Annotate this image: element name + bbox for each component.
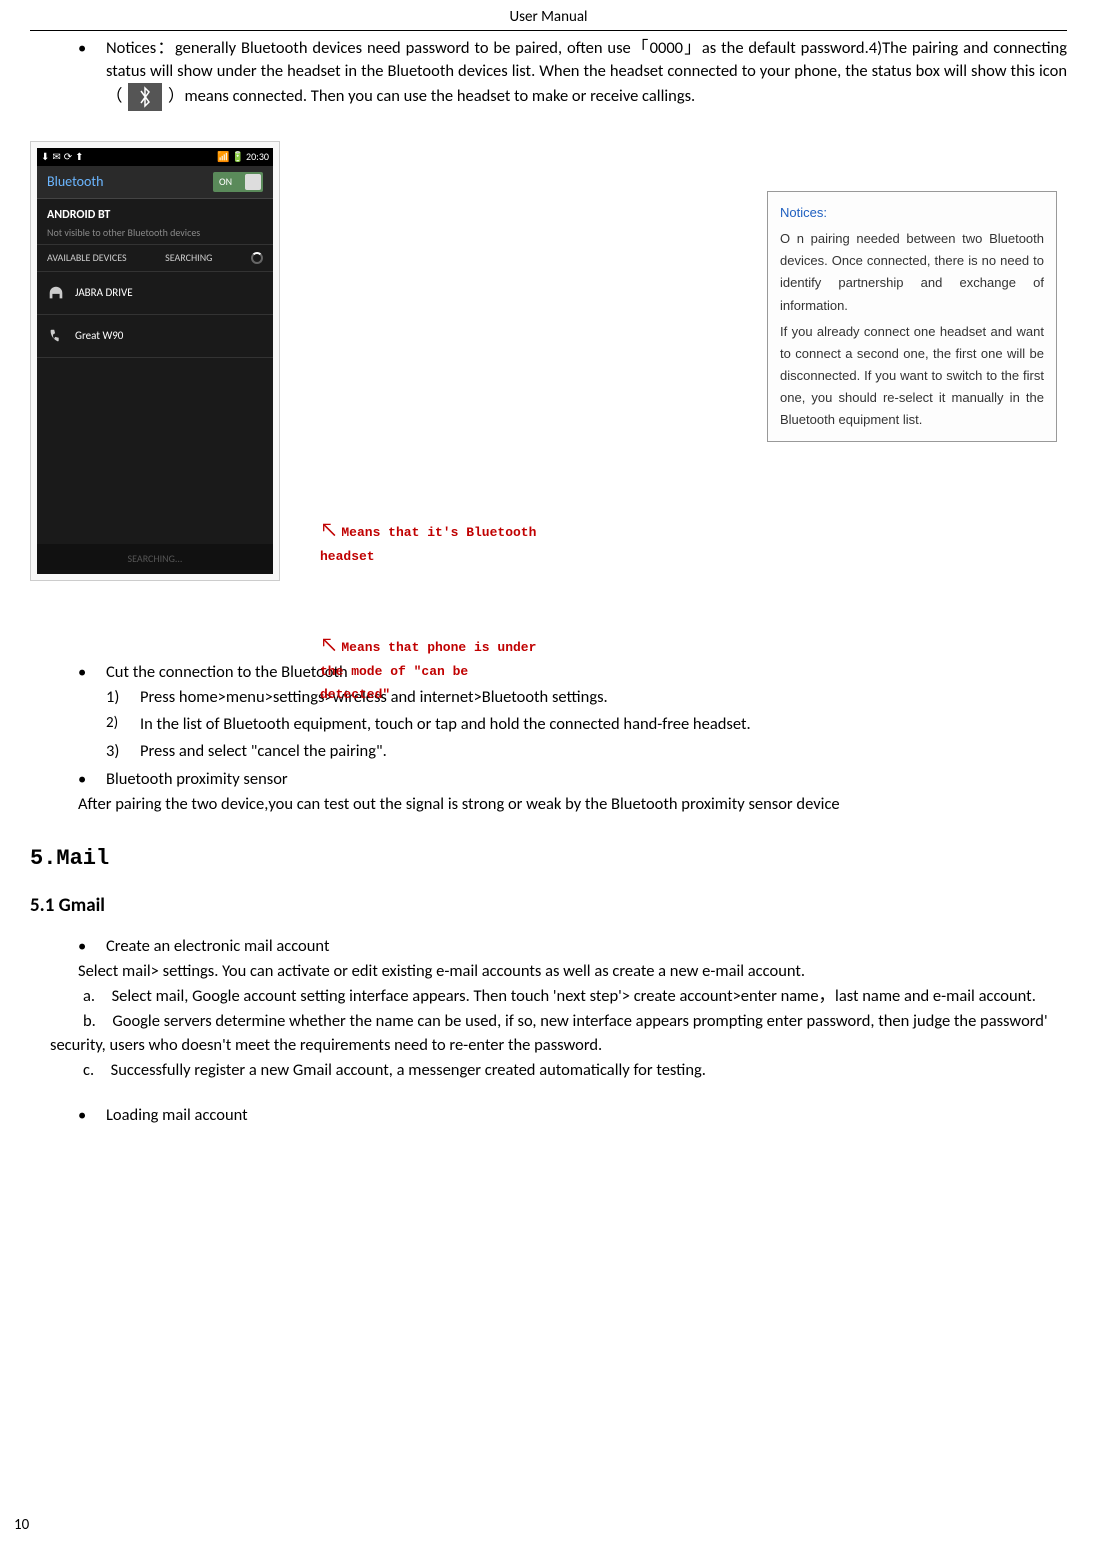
arrow-icon: ↖	[320, 633, 338, 657]
notices-box-p1: O n pairing needed between two Bluetooth…	[780, 228, 1044, 316]
searching-footer: SEARCHING...	[37, 544, 273, 574]
page-header: User Manual	[30, 0, 1067, 31]
cut-connection-block: • Cut the connection to the Bluetooth	[78, 661, 1067, 684]
step-3: Press and select "cancel the pairing".	[140, 740, 387, 763]
searching-label: SEARCHING	[165, 251, 212, 265]
proximity-body: After pairing the two device,you can tes…	[78, 793, 1067, 816]
battery-icon: 🔋	[232, 150, 244, 164]
headset-icon	[47, 284, 65, 302]
device-1-name: JABRA DRIVE	[75, 285, 133, 300]
proximity-title: Bluetooth proximity sensor	[106, 768, 288, 791]
loading-block: • Loading mail account	[78, 1104, 1067, 1127]
bullet-dot: •	[78, 1104, 106, 1127]
create-step-c: c. Successfully register a new Gmail acc…	[50, 1059, 1067, 1082]
step-num: 1)	[106, 686, 140, 709]
mail-heading: 5.Mail	[30, 844, 1067, 875]
bluetooth-status-icon	[128, 83, 162, 111]
status-time: 20:30	[246, 150, 269, 164]
status-icon: ✉	[52, 150, 60, 164]
device-row-1[interactable]: JABRA DRIVE	[37, 272, 273, 315]
page-content: • Notices：generally Bluetooth devices ne…	[30, 31, 1067, 1127]
create-step-a: a. Select mail, Google account setting i…	[50, 985, 1067, 1008]
device-2-name: Great W90	[75, 328, 123, 343]
header-title: User Manual	[510, 8, 588, 26]
create-step-b: b. Google servers determine whether the …	[50, 1010, 1067, 1056]
create-title: Create an electronic mail account	[106, 935, 329, 958]
annotation-1-text: Means that it's Bluetooth headset	[320, 525, 536, 564]
proximity-block: • Bluetooth proximity sensor After pairi…	[78, 768, 1067, 816]
step-num: 2)	[106, 713, 140, 736]
status-icon: ⟳	[64, 150, 72, 164]
device-row-2[interactable]: Great W90	[37, 315, 273, 358]
bullet-dot: •	[78, 37, 106, 111]
gmail-heading: 5.1 Gmail	[30, 893, 1067, 920]
bluetooth-title: Bluetooth	[47, 172, 103, 192]
notices-box-title: Notices:	[780, 202, 1044, 224]
bluetooth-header: Bluetooth ON	[37, 166, 273, 199]
create-account-block: • Create an electronic mail account Sele…	[78, 935, 1067, 983]
annotation-2-text: Means that phone is under the mode of "c…	[320, 640, 536, 702]
bullet-dot: •	[78, 935, 106, 958]
device-section[interactable]: ANDROID BT Not visible to other Bluetoot…	[37, 199, 273, 245]
spinner-icon	[251, 252, 263, 264]
annotation-2: ↖ Means that phone is under the mode of …	[320, 631, 540, 705]
available-row: AVAILABLE DEVICES SEARCHING	[37, 245, 273, 272]
signal-icon: 📶	[217, 150, 229, 164]
phone-icon	[47, 327, 65, 345]
toggle-knob	[245, 174, 261, 190]
status-icon: ⬆	[75, 150, 83, 164]
device-name: ANDROID BT	[47, 207, 263, 224]
status-icon: ⬇	[41, 150, 49, 164]
step-num: 3)	[106, 740, 140, 763]
notices-callout-box: Notices: O n pairing needed between two …	[767, 191, 1057, 442]
create-intro: Select mail> settings. You can activate …	[78, 960, 1067, 983]
figure-row: ⬇ ✉ ⟳ ⬆ 📶 🔋 20:30 Bluetooth	[30, 141, 1067, 601]
bullet-dot: •	[78, 661, 106, 684]
arrow-icon: ↖	[320, 518, 338, 542]
cut-connection-title: Cut the connection to the Bluetooth	[106, 661, 348, 684]
notices-bullet: • Notices：generally Bluetooth devices ne…	[78, 37, 1067, 111]
notices-box-p2: If you already connect one headset and w…	[780, 321, 1044, 431]
notices-suffix: ）means connected. Then you can use the h…	[168, 86, 695, 106]
annotation-1: ↖ Means that it's Bluetooth headset	[320, 516, 540, 567]
notices-paragraph: Notices：generally Bluetooth devices need…	[106, 37, 1067, 111]
phone-status-bar: ⬇ ✉ ⟳ ⬆ 📶 🔋 20:30	[37, 148, 273, 166]
page-number: 10	[14, 1516, 29, 1534]
toggle-label: ON	[219, 175, 232, 189]
available-label: AVAILABLE DEVICES	[47, 251, 127, 265]
cut-connection-steps: 1)Press home>menu>settings>wireless and …	[106, 686, 1067, 763]
bullet-dot: •	[78, 768, 106, 791]
phone-screenshot: ⬇ ✉ ⟳ ⬆ 📶 🔋 20:30 Bluetooth	[30, 141, 280, 581]
step-2: In the list of Bluetooth equipment, touc…	[140, 713, 751, 736]
device-subtext: Not visible to other Bluetooth devices	[47, 226, 263, 240]
bluetooth-toggle[interactable]: ON	[213, 172, 263, 192]
loading-title: Loading mail account	[106, 1104, 248, 1127]
